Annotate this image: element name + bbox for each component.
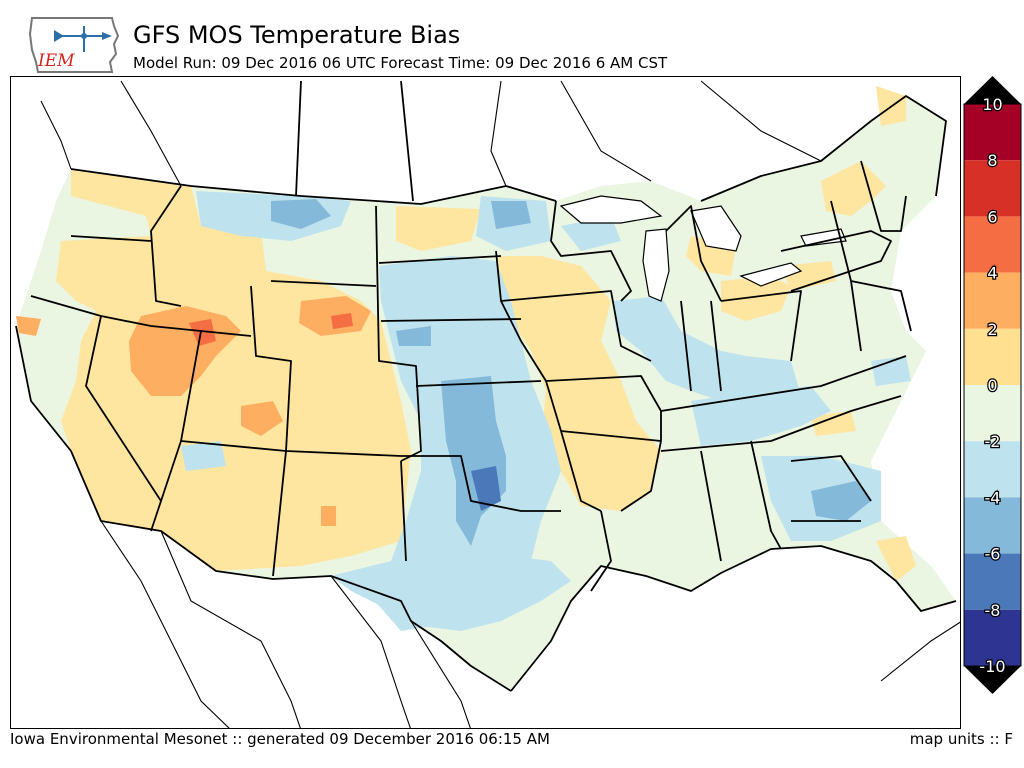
map-area[interactable] — [10, 76, 961, 729]
iem-logo: IEM — [28, 17, 120, 73]
warm-ohio — [721, 276, 791, 321]
colorbar-band — [964, 441, 1021, 498]
iowa-outline-icon — [28, 17, 120, 73]
cool-nevada — [181, 441, 226, 471]
foreign-outlines — [40, 80, 960, 728]
weather-vane-icon — [54, 26, 112, 52]
colorbar-band — [964, 104, 1021, 161]
warm-nc — [811, 411, 856, 436]
colder-minnesota — [491, 201, 531, 229]
coldest-oklahoma — [471, 466, 501, 511]
colder-montana — [271, 199, 331, 229]
warm-iowa-missouri — [496, 256, 661, 511]
bias-map — [15, 80, 960, 728]
warm-new-england — [821, 161, 886, 216]
hot-wyoming — [331, 313, 353, 329]
colder-georgia — [811, 481, 871, 521]
boundaries — [15, 80, 957, 692]
warm-florida — [876, 536, 916, 581]
great-lakes — [559, 195, 847, 302]
page-subtitle: Model Run: 09 Dec 2016 06 UTC Forecast T… — [133, 54, 668, 72]
colorbar-tick-label: -6 — [985, 545, 1001, 564]
cool-plains — [331, 256, 561, 631]
warmer-utah-south — [241, 401, 283, 436]
colorbar-band — [964, 385, 1021, 442]
hot-idaho — [189, 319, 216, 346]
colorbar-extend-max — [964, 76, 1021, 104]
warmer-california — [16, 316, 41, 336]
colorbar-tick-label: 10 — [982, 95, 1002, 114]
colorbar-band — [964, 609, 1021, 666]
warmer-nm — [321, 506, 336, 526]
colorbar-band — [964, 216, 1021, 273]
map-units: map units :: F — [909, 730, 1013, 748]
colorbar-tick-label: -10 — [979, 657, 1005, 676]
colorbar-band — [964, 272, 1021, 329]
colorbar-extend-min — [964, 666, 1021, 694]
colorbar-band — [964, 160, 1021, 217]
colorbar-band — [964, 497, 1021, 554]
footer-credit: Iowa Environmental Mesonet :: generated … — [10, 730, 550, 748]
colorbar-tick-label: -8 — [985, 601, 1001, 620]
warm-west — [56, 169, 411, 571]
warm-montana-east — [396, 206, 481, 251]
colorbar-frame — [963, 103, 1022, 667]
colorbar-tick-label: -2 — [985, 432, 1001, 451]
colorbar-tick-label: 4 — [987, 264, 997, 283]
colorbar-tick-label: 8 — [987, 151, 997, 170]
cool-illinois — [613, 296, 801, 406]
colorbar-band — [964, 328, 1021, 385]
colorbar-tick-label: -4 — [985, 488, 1001, 507]
page-title: GFS MOS Temperature Bias — [133, 21, 461, 49]
colorbar-band — [964, 553, 1021, 610]
colorbar-tick-label: 0 — [987, 376, 997, 395]
logo-text: IEM — [37, 51, 75, 71]
colorbar-tick-label: 6 — [987, 207, 997, 226]
colorbar-tick-label: 2 — [987, 320, 997, 339]
cool-virginia — [871, 356, 911, 386]
cool-texas — [331, 556, 571, 631]
cool-wisconsin — [561, 216, 621, 251]
colder-kansas — [396, 326, 431, 346]
colorbar: 10 8 6 4 2 0 -2 -4 -6 -8 -10 — [963, 76, 1022, 694]
